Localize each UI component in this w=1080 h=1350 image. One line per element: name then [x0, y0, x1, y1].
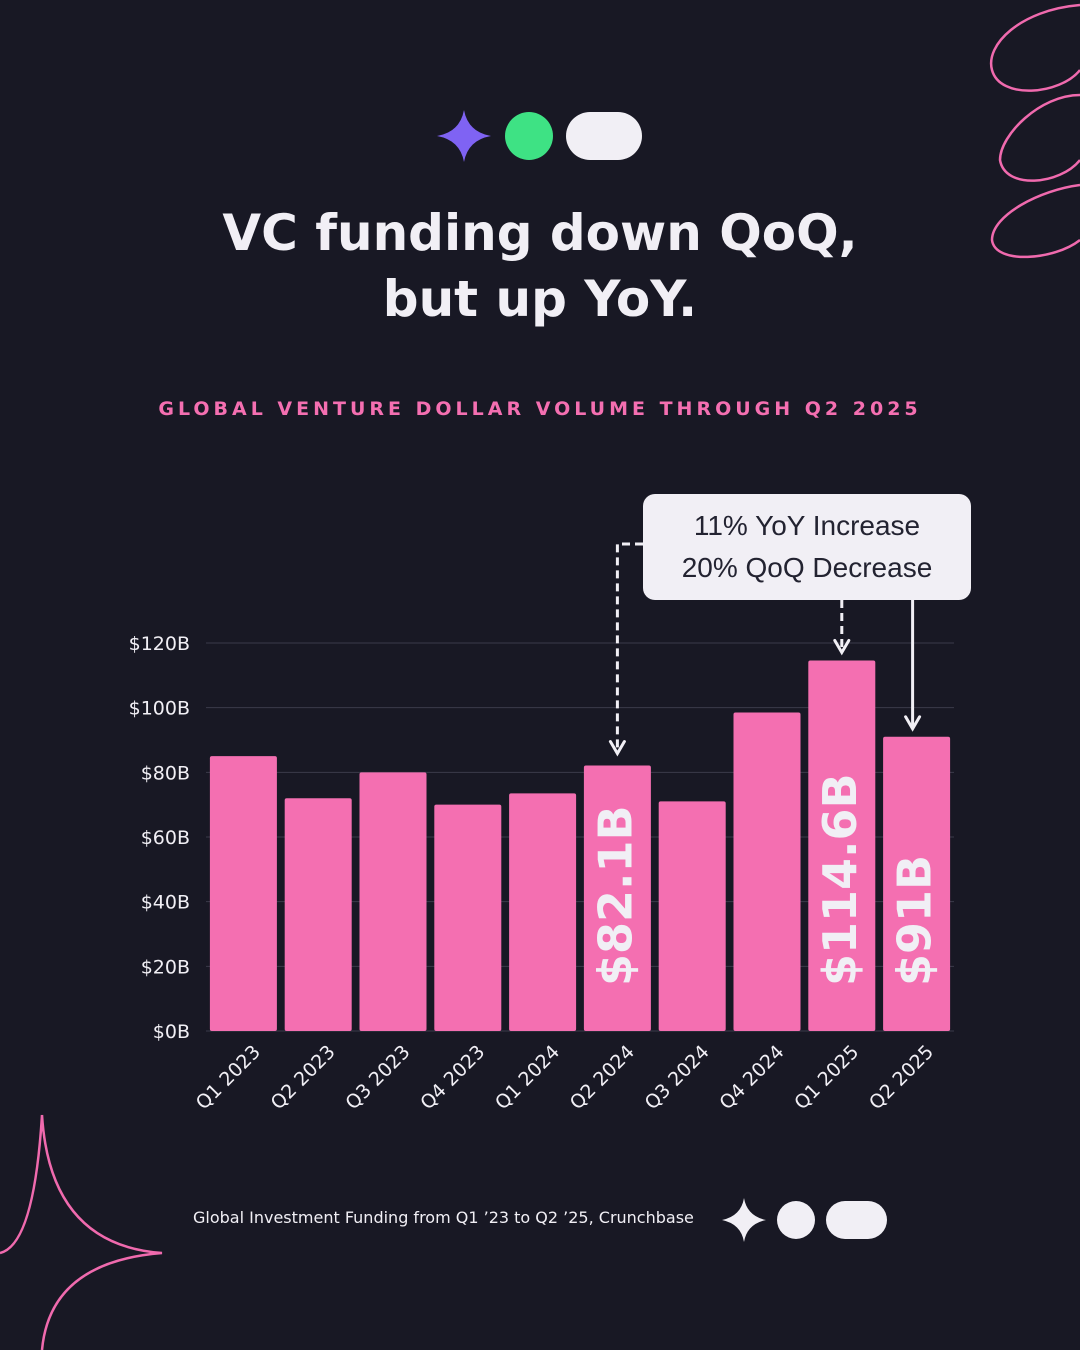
- bar: [733, 712, 801, 1031]
- bar: [808, 660, 876, 1031]
- y-tick-label: $80B: [141, 762, 190, 784]
- x-tick-label: Q2 2024: [566, 1041, 639, 1114]
- qoq-target-arrow-head: [904, 715, 922, 732]
- yoy-arrow-head: [608, 740, 626, 757]
- bar-value-label: $91B: [888, 855, 942, 986]
- y-tick-label: $60B: [141, 827, 190, 849]
- bar: [583, 765, 651, 1031]
- chart-subtitle: GLOBAL VENTURE DOLLAR VOLUME THROUGH Q2 …: [158, 398, 922, 420]
- bar: [509, 793, 577, 1031]
- x-tick-label: Q3 2023: [341, 1041, 414, 1114]
- y-tick-label: $120B: [129, 633, 190, 655]
- circle-icon: [505, 112, 553, 160]
- bottom-left-sparkle-decoration: [0, 1114, 163, 1350]
- page-title: VC funding down QoQ, but up YoY.: [0, 200, 1080, 332]
- title-line-2: but up YoY.: [382, 270, 698, 328]
- bar: [284, 798, 352, 1031]
- bar-value-label: $114.6B: [813, 773, 867, 986]
- y-tick-label: $40B: [141, 892, 190, 914]
- bar: [359, 772, 427, 1031]
- bar: [209, 756, 277, 1031]
- bar: [883, 736, 951, 1031]
- source-footnote: Global Investment Funding from Q1 ’23 to…: [193, 1208, 694, 1227]
- x-tick-label: Q4 2024: [715, 1041, 788, 1114]
- x-tick-label: Q2 2025: [865, 1041, 938, 1114]
- callout-box: 11% YoY Increase 20% QoQ Decrease: [643, 494, 971, 600]
- pill-icon: [566, 112, 642, 160]
- bar-value-label: $82.1B: [588, 805, 642, 986]
- bar: [658, 801, 726, 1031]
- x-tick-label: Q2 2023: [267, 1041, 340, 1114]
- x-tick-label: Q1 2025: [790, 1041, 863, 1114]
- y-tick-label: $100B: [129, 698, 190, 720]
- y-tick-label: $0B: [153, 1021, 190, 1043]
- yoy-arrow-line: [615, 542, 643, 754]
- footer-circle-icon: [777, 1201, 815, 1239]
- bar: [434, 804, 502, 1031]
- callout-qoq-text: 20% QoQ Decrease: [681, 552, 933, 583]
- top-right-loop-decoration: [989, 3, 1080, 259]
- footer-star-icon: [722, 1198, 766, 1242]
- y-tick-label: $20B: [141, 956, 190, 978]
- footer-pill-icon: [826, 1201, 887, 1239]
- x-tick-label: Q3 2024: [641, 1041, 714, 1114]
- x-tick-label: Q1 2024: [491, 1041, 564, 1114]
- x-tick-label: Q4 2023: [416, 1041, 489, 1114]
- x-tick-label: Q1 2023: [192, 1041, 265, 1114]
- title-line-1: VC funding down QoQ,: [222, 204, 858, 262]
- four-point-star-icon: [437, 110, 491, 162]
- qoq-source-arrow-head: [833, 638, 851, 656]
- callout-yoy-text: 11% YoY Increase: [693, 510, 921, 541]
